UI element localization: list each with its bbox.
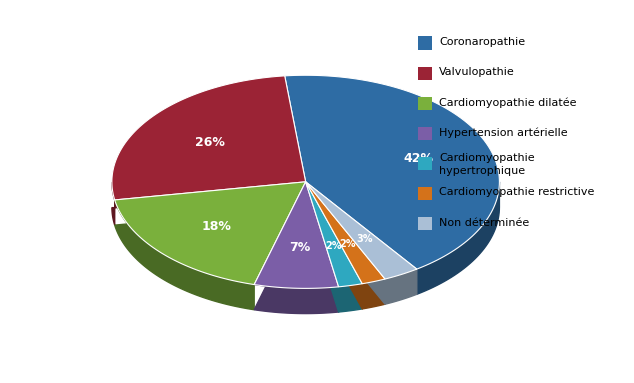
Bar <box>418 97 432 110</box>
Bar <box>418 127 432 140</box>
Polygon shape <box>254 182 339 288</box>
Text: Hypertension artérielle: Hypertension artérielle <box>439 127 568 137</box>
Text: Cardiomyopathie restrictive: Cardiomyopathie restrictive <box>439 187 595 198</box>
Text: 7%: 7% <box>289 241 311 254</box>
Polygon shape <box>306 182 417 279</box>
Text: Cardiomyopathie: Cardiomyopathie <box>439 152 535 163</box>
Text: 3%: 3% <box>357 234 373 244</box>
Text: Coronaropathie: Coronaropathie <box>439 37 526 47</box>
Text: 42%: 42% <box>403 152 433 165</box>
Bar <box>418 157 432 170</box>
Polygon shape <box>112 182 306 225</box>
Polygon shape <box>115 182 306 310</box>
Polygon shape <box>115 182 306 285</box>
Text: 18%: 18% <box>202 220 231 233</box>
Text: Cardiomyopathie dilatée: Cardiomyopathie dilatée <box>439 97 577 108</box>
Text: 2%: 2% <box>325 241 342 251</box>
Text: hypertrophique: hypertrophique <box>439 166 526 176</box>
Text: Non déterminée: Non déterminée <box>439 218 529 228</box>
Polygon shape <box>306 182 385 284</box>
Text: 2%: 2% <box>340 239 356 249</box>
Text: 26%: 26% <box>195 136 224 149</box>
Bar <box>418 36 432 50</box>
Text: Valvulopathie: Valvulopathie <box>439 67 515 77</box>
Polygon shape <box>306 182 500 294</box>
Polygon shape <box>254 182 339 314</box>
Bar <box>418 187 432 200</box>
Polygon shape <box>306 182 417 304</box>
Polygon shape <box>285 75 500 269</box>
Polygon shape <box>112 76 306 200</box>
Polygon shape <box>306 182 385 309</box>
Polygon shape <box>306 182 362 312</box>
Bar <box>418 67 432 80</box>
Polygon shape <box>306 182 362 287</box>
Bar <box>418 217 432 230</box>
